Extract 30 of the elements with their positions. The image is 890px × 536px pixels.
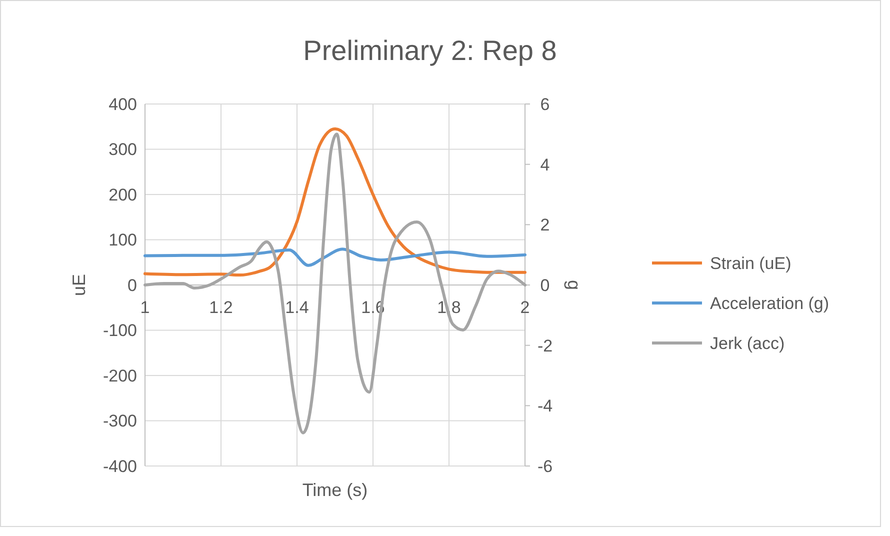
y2-tick-label: 4 — [540, 155, 550, 174]
y2-tick-label: -4 — [537, 396, 553, 416]
y2-tick-label: 2 — [540, 216, 550, 235]
x-tick-label: 1 — [140, 298, 150, 317]
x-tick-label: 1.2 — [209, 298, 233, 317]
y-tick-label: 200 — [108, 185, 137, 204]
line-series — [144, 248, 526, 267]
y-tick-label: -100 — [102, 321, 137, 340]
y2-tick-label: -6 — [537, 456, 553, 476]
y-tick-label: -200 — [102, 366, 137, 386]
legend-label: Strain (uE) — [710, 254, 792, 273]
y-axis-title: uE — [69, 274, 89, 296]
x-tick-label: 1.4 — [285, 298, 309, 317]
y-tick-label: -300 — [102, 412, 137, 431]
line-series — [144, 127, 526, 277]
legend-label: Acceleration (g) — [710, 294, 830, 313]
y2-tick-label: 6 — [540, 94, 550, 114]
y-tick-label: -400 — [102, 456, 137, 476]
chart-title: Preliminary 2: Rep 8 — [303, 35, 557, 66]
x-tick-label: 2 — [520, 298, 530, 317]
legend-label: Jerk (acc) — [710, 334, 785, 353]
x-axis-title: Time (s) — [302, 480, 368, 500]
y2-tick-label: 0 — [540, 276, 550, 295]
y-tick-label: 400 — [108, 94, 137, 114]
y-tick-label: 0 — [128, 276, 137, 295]
y-tick-label: 100 — [108, 230, 137, 250]
y2-axis-title: g — [564, 280, 584, 290]
y2-tick-label: -2 — [537, 336, 553, 356]
x-tick-label: 1.8 — [437, 298, 461, 317]
y-tick-label: 300 — [108, 140, 137, 160]
